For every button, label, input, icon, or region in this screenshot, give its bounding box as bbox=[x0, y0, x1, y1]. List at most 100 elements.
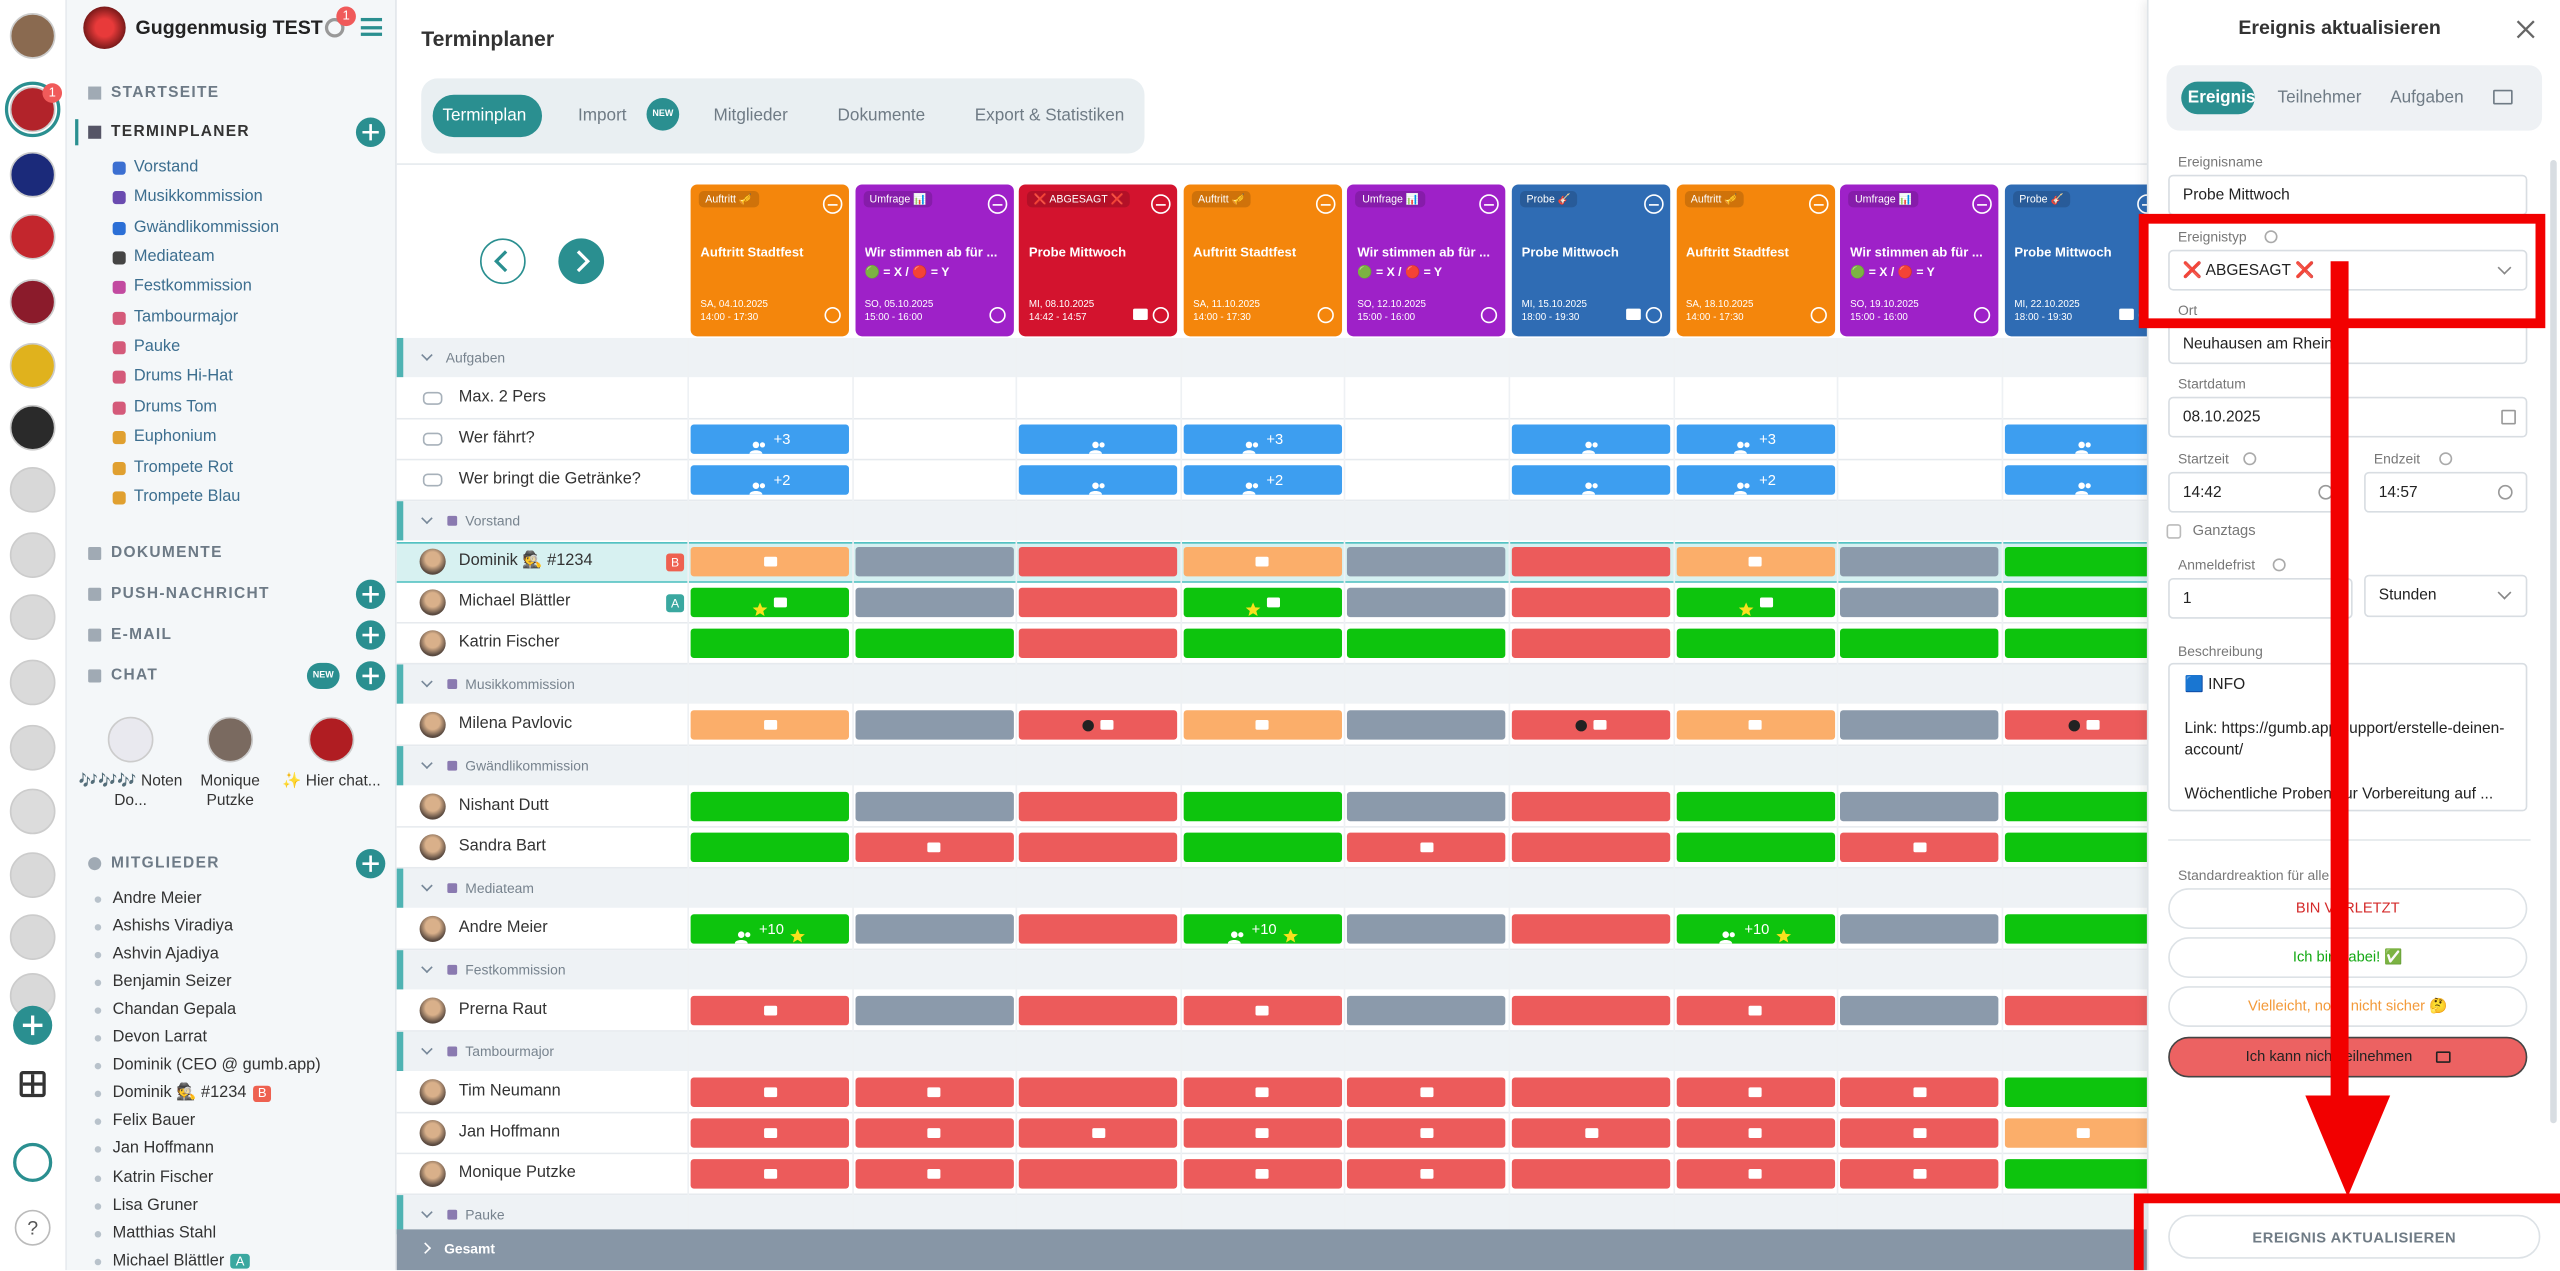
input-box[interactable] bbox=[2168, 174, 2528, 216]
group-avatar[interactable] bbox=[9, 279, 56, 325]
response-cell[interactable] bbox=[854, 1118, 1014, 1148]
group-avatar[interactable] bbox=[9, 213, 56, 260]
response-cell[interactable] bbox=[2004, 546, 2163, 577]
response-cell[interactable] bbox=[2004, 1077, 2163, 1107]
group-link[interactable]: Musikkommission bbox=[133, 188, 263, 207]
member-link[interactable]: Matthias Stahl bbox=[113, 1224, 216, 1244]
response-cell[interactable] bbox=[690, 995, 849, 1026]
help-button[interactable]: ? bbox=[14, 1209, 51, 1246]
member-link[interactable]: Dominik 🕵️ #1234 B bbox=[113, 1085, 272, 1105]
response-cell[interactable] bbox=[854, 995, 1014, 1026]
response-cell[interactable]: +3 bbox=[1676, 424, 1835, 454]
submit-button[interactable]: EREIGNIS AKTUALISIEREN bbox=[2168, 1214, 2541, 1259]
chat-avatar[interactable] bbox=[107, 716, 154, 763]
response-cell[interactable] bbox=[1347, 628, 1506, 658]
event-menu[interactable] bbox=[1644, 194, 1664, 214]
group-avatar[interactable] bbox=[9, 342, 56, 389]
response-cell[interactable] bbox=[1676, 546, 1835, 577]
event-card[interactable]: Probe 🎸 Probe Mittwoch MI, 22.10.2025 18:00… bbox=[2004, 184, 2163, 337]
response-cell[interactable] bbox=[1511, 424, 1671, 454]
response-cell[interactable] bbox=[1511, 1118, 1671, 1148]
response-cell[interactable] bbox=[1511, 995, 1671, 1026]
response-cell[interactable] bbox=[2004, 914, 2163, 944]
event-menu[interactable] bbox=[1479, 194, 1500, 214]
group-avatar[interactable] bbox=[9, 852, 56, 898]
response-cell[interactable] bbox=[690, 710, 849, 740]
event-card[interactable]: Umfrage 📊 Wir stimmen ab für ... 🟢 = X / 🔴… bbox=[1347, 184, 1506, 337]
response-cell[interactable]: +3 bbox=[690, 424, 849, 454]
group-avatar[interactable] bbox=[9, 151, 56, 198]
response-cell[interactable] bbox=[1840, 587, 1999, 618]
response-cell[interactable] bbox=[854, 832, 1014, 863]
member-link[interactable]: Dominik (CEO @ gumb.app) bbox=[113, 1057, 321, 1077]
response-cell[interactable] bbox=[690, 1118, 849, 1148]
response-cell[interactable] bbox=[2004, 995, 2163, 1026]
response-cell[interactable] bbox=[1183, 832, 1342, 863]
response-cell[interactable] bbox=[854, 710, 1014, 740]
tab[interactable]: Terminplan bbox=[442, 105, 527, 126]
response-cell[interactable] bbox=[1019, 587, 1178, 618]
response-cell[interactable] bbox=[1840, 710, 1999, 740]
response-cell[interactable] bbox=[2004, 1159, 2163, 1189]
sidebar-section[interactable]: CHAT bbox=[111, 666, 159, 685]
response-cell[interactable] bbox=[854, 914, 1014, 944]
add-button[interactable] bbox=[355, 848, 386, 879]
folder-icon[interactable] bbox=[2493, 89, 2513, 105]
event-card[interactable]: Umfrage 📊 Wir stimmen ab für ... 🟢 = X / 🔴… bbox=[1840, 184, 1999, 337]
sidebar-section[interactable]: E-MAIL bbox=[111, 625, 173, 644]
response-cell[interactable] bbox=[1019, 832, 1178, 863]
response-cell[interactable] bbox=[1019, 546, 1178, 577]
response-cell[interactable] bbox=[854, 546, 1014, 577]
response-cell[interactable] bbox=[690, 628, 849, 658]
group-avatar[interactable] bbox=[9, 404, 56, 451]
response-cell[interactable] bbox=[1183, 1077, 1342, 1107]
member-link[interactable]: Felix Bauer bbox=[113, 1112, 196, 1132]
nav-startseite[interactable]: STARTSEITE bbox=[111, 83, 220, 102]
event-card[interactable]: Probe 🎸 Probe Mittwoch MI, 15.10.2025 18:00… bbox=[1511, 184, 1671, 337]
menu-icon[interactable] bbox=[360, 17, 383, 36]
add-button[interactable] bbox=[355, 661, 386, 691]
member-link[interactable]: Chandan Gepala bbox=[113, 1001, 236, 1021]
member-link[interactable]: Jan Hoffmann bbox=[113, 1140, 214, 1160]
response-cell[interactable] bbox=[1840, 1159, 1999, 1189]
response-cell[interactable] bbox=[1511, 587, 1671, 618]
response-cell[interactable] bbox=[2004, 628, 2163, 658]
response-cell[interactable] bbox=[1183, 546, 1342, 577]
group-link[interactable]: Euphonium bbox=[133, 427, 217, 446]
member-link[interactable]: Michael Blättler A bbox=[113, 1252, 250, 1271]
response-cell[interactable] bbox=[1347, 587, 1506, 618]
checkbox[interactable] bbox=[2166, 524, 2182, 539]
event-card[interactable]: Auftritt 🎺 Auftritt Stadtfest SA, 18.10.20… bbox=[1676, 184, 1835, 337]
response-cell[interactable]: +10 bbox=[1183, 914, 1342, 944]
response-cell[interactable] bbox=[1019, 914, 1178, 944]
response-cell[interactable] bbox=[690, 1159, 849, 1189]
event-card[interactable]: Umfrage 📊 Wir stimmen ab für ... 🟢 = X / 🔴… bbox=[854, 184, 1014, 337]
response-cell[interactable]: +2 bbox=[1183, 465, 1342, 495]
group-link[interactable]: Gwändlikommission bbox=[133, 218, 280, 237]
response-cell[interactable] bbox=[1019, 1159, 1178, 1189]
response-cell[interactable] bbox=[1511, 1159, 1671, 1189]
response-cell[interactable] bbox=[690, 832, 849, 863]
response-cell[interactable] bbox=[1840, 995, 1999, 1026]
response-cell[interactable] bbox=[1676, 791, 1835, 822]
response-cell[interactable] bbox=[854, 1077, 1014, 1107]
response-cell[interactable] bbox=[1347, 710, 1506, 740]
sidebar-section[interactable]: PUSH-NACHRICHT bbox=[111, 584, 270, 603]
event-menu[interactable] bbox=[1315, 194, 1336, 214]
tab[interactable]: Export & Statistiken bbox=[974, 105, 1125, 126]
response-cell[interactable]: +3 bbox=[1183, 424, 1342, 454]
response-cell[interactable] bbox=[1511, 1077, 1671, 1107]
group-avatar[interactable] bbox=[9, 594, 56, 640]
response-cell[interactable] bbox=[1511, 465, 1671, 495]
response-cell[interactable] bbox=[1676, 1159, 1835, 1189]
group-link[interactable]: Festkommission bbox=[133, 278, 252, 297]
nav-arrow[interactable] bbox=[558, 238, 605, 285]
event-menu[interactable] bbox=[1151, 194, 1171, 214]
close-button[interactable] bbox=[2516, 18, 2536, 39]
add-button[interactable] bbox=[355, 117, 386, 147]
response-cell[interactable] bbox=[1840, 791, 1999, 822]
response-cell[interactable] bbox=[1019, 791, 1178, 822]
add-button[interactable] bbox=[355, 620, 386, 650]
sidebar-section[interactable]: DOKUMENTE bbox=[111, 544, 223, 563]
response-cell[interactable] bbox=[1676, 832, 1835, 863]
